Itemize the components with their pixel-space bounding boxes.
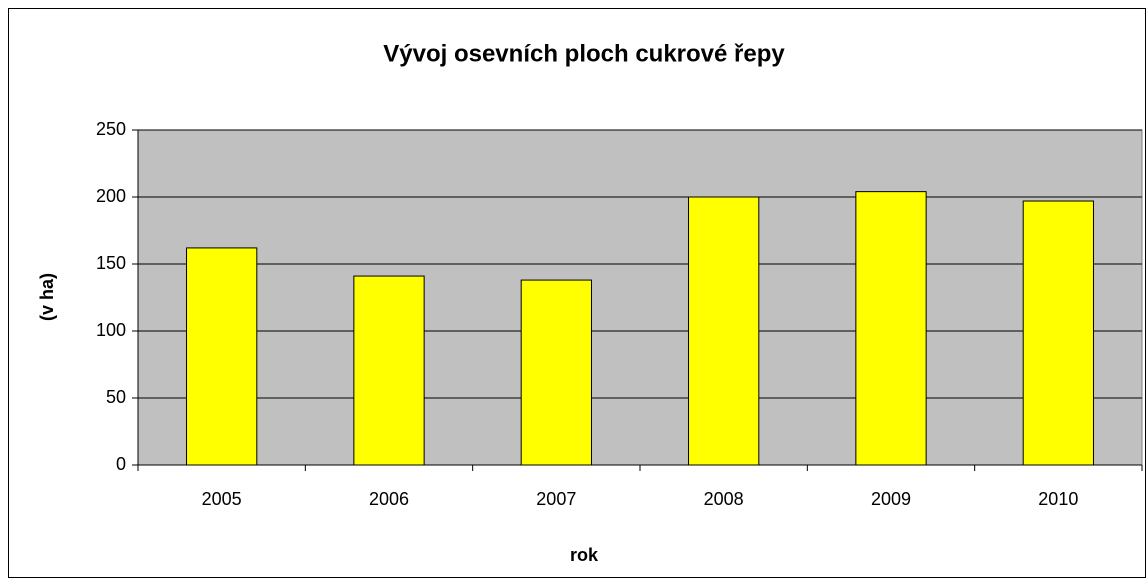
x-tick-label: 2006	[369, 489, 409, 509]
plot-area	[137, 129, 1143, 466]
y-tick-label: 200	[96, 186, 126, 206]
bar	[186, 247, 258, 466]
y-axis-label: (v ha)	[37, 273, 57, 321]
y-tick-label: 100	[96, 320, 126, 340]
y-tick-label: 50	[106, 387, 126, 407]
chart-title: Vývoj osevních ploch cukrové řepy	[383, 40, 785, 67]
x-tick-label: 2010	[1038, 489, 1078, 509]
y-tick-label: 0	[116, 454, 126, 474]
x-tick-label: 2009	[871, 489, 911, 509]
bar	[353, 275, 425, 466]
bar	[688, 196, 760, 466]
x-axis-label: rok	[570, 545, 599, 565]
bar	[520, 279, 592, 466]
bar	[855, 191, 927, 466]
y-tick-label: 250	[96, 119, 126, 139]
x-tick-label: 2007	[536, 489, 576, 509]
x-tick-label: 2005	[202, 489, 242, 509]
bar	[1022, 200, 1094, 466]
y-tick-label: 150	[96, 253, 126, 273]
x-tick-label: 2008	[704, 489, 744, 509]
